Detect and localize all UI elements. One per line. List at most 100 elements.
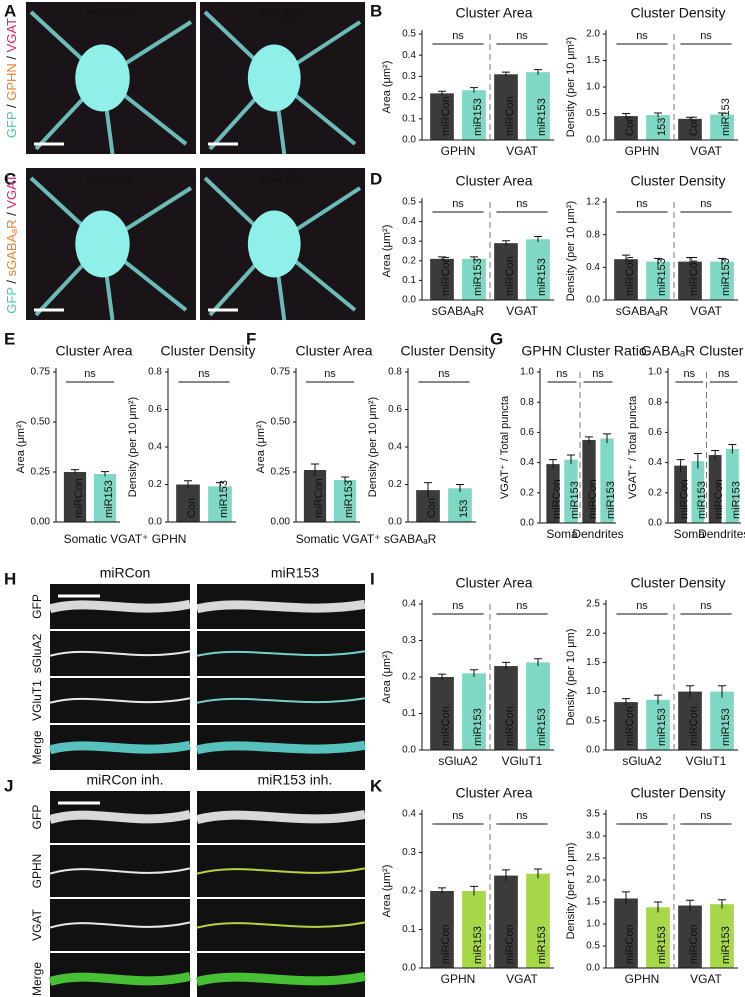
- y-tick-label: 0.4: [402, 599, 416, 610]
- chart-title: Cluster Density: [631, 5, 726, 21]
- y-tick-label: 0.8: [520, 397, 534, 408]
- y-tick-label: 0.5: [402, 197, 416, 208]
- group-label: VGluT1: [686, 754, 727, 768]
- bar-label: miRCon: [587, 479, 599, 519]
- bar-label: miR153: [103, 480, 115, 518]
- error-bar: [470, 256, 478, 261]
- dendrite: [195, 971, 366, 986]
- error-bar: [534, 235, 542, 242]
- error-bar: [216, 482, 224, 491]
- bar-label: 153: [656, 118, 668, 136]
- group-label: GPHN: [441, 972, 476, 986]
- y-tick-label: 0.0: [388, 517, 402, 528]
- bar: [546, 464, 560, 523]
- chart-title: Cluster Density: [631, 575, 726, 591]
- y-tick-label: 2.5: [586, 853, 600, 864]
- bar-label: miR153: [536, 708, 548, 746]
- dendrite: [49, 650, 191, 657]
- bar-label: miRCon: [679, 479, 691, 519]
- error-bar: [585, 436, 593, 443]
- bar: [710, 691, 734, 750]
- y-tick-label: 0.0: [586, 135, 600, 146]
- y-tick-label: 0.75: [271, 367, 291, 378]
- bar: [430, 677, 454, 750]
- y-axis-label: Density (per 10 μm²): [127, 397, 139, 497]
- y-axis-label: Area (μm²): [381, 865, 393, 918]
- bar: [691, 461, 705, 523]
- bar-label: miRCon: [624, 924, 636, 964]
- group-label: GPHN: [441, 144, 476, 158]
- channel-separator: /: [4, 276, 19, 287]
- error-bar: [654, 901, 662, 913]
- bar: [416, 490, 440, 522]
- significance: ns: [438, 368, 450, 380]
- bar: [526, 873, 550, 968]
- bar-label: miRCon: [440, 96, 452, 136]
- significance: ns: [452, 198, 464, 210]
- bar-label: Con: [688, 116, 700, 136]
- bar: [430, 258, 454, 300]
- bar: [333, 480, 357, 522]
- bar-label: miRCon: [504, 706, 516, 746]
- bar-label: miRCon: [624, 706, 636, 746]
- bar-label: miR153: [472, 708, 484, 746]
- bar: [678, 118, 702, 140]
- footer-label: Somatic VGAT⁺ GPHN: [64, 532, 187, 546]
- group-label: VGluT1: [502, 754, 543, 768]
- chart-title: Cluster Density: [631, 173, 726, 189]
- bar: [494, 875, 518, 968]
- y-tick-label: 0.4: [648, 457, 662, 468]
- chart-title: Cluster Area: [455, 575, 532, 591]
- group-label: Soma: [674, 527, 706, 541]
- error-bar: [549, 459, 557, 469]
- significance: ns: [700, 198, 712, 210]
- panel-letter: A: [4, 1, 16, 20]
- group-label: VGAT: [690, 144, 722, 158]
- y-tick-label: 3.5: [586, 809, 600, 820]
- bar: [63, 472, 87, 522]
- image-title: miRCon inh.: [86, 772, 163, 788]
- bar: [494, 243, 518, 300]
- y-tick-label: 0.6: [388, 404, 402, 415]
- chart-title: Cluster Area: [295, 343, 372, 359]
- bar: [678, 261, 702, 300]
- error-bar: [567, 454, 575, 465]
- image-title: miR153 inh.: [258, 772, 333, 788]
- y-axis-label: Density (per 10 μm): [565, 843, 577, 940]
- y-tick-label: 1.2: [586, 197, 600, 208]
- y-axis-label: Density (per 10 μm²): [565, 201, 577, 301]
- bar: [582, 439, 596, 523]
- bar-label: miRCon: [688, 924, 700, 964]
- error-bar: [686, 899, 694, 911]
- significance: ns: [700, 810, 712, 822]
- row-label: Merge: [30, 730, 44, 764]
- channel-separator: /: [4, 209, 19, 220]
- significance: ns: [700, 30, 712, 42]
- significance: ns: [516, 600, 528, 612]
- channel-name: sGABAₐR: [4, 220, 19, 277]
- y-axis-label: Density (per 10 μm²): [565, 37, 577, 137]
- error-bar: [502, 240, 510, 246]
- error-bar: [502, 869, 510, 882]
- group-label: Dendrites: [572, 527, 623, 541]
- y-axis-label: Density (per 10 μm): [565, 629, 577, 726]
- neuron-soma: [247, 44, 301, 112]
- bar-label: Con: [426, 498, 438, 518]
- significance: ns: [452, 600, 464, 612]
- group-label: sGluA2: [438, 754, 478, 768]
- bar-label: miR153: [536, 98, 548, 136]
- bar: [725, 449, 739, 523]
- bar-label: miR153: [656, 708, 668, 746]
- bar-label: miRCon: [313, 478, 325, 518]
- y-tick-label: 0.75: [31, 367, 51, 378]
- y-tick-label: 0.8: [648, 397, 662, 408]
- y-tick-label: 1.0: [586, 82, 600, 93]
- bar-label: miR153: [536, 258, 548, 296]
- y-axis-label: VGAT⁺ / Total puncta: [627, 395, 639, 499]
- bar-label: miRCon: [713, 479, 725, 519]
- image-title: miRCon: [100, 565, 151, 581]
- y-tick-label: 0.0: [402, 745, 416, 756]
- significance: ns: [452, 30, 464, 42]
- significance: ns: [700, 600, 712, 612]
- y-tick-label: 0.1: [402, 113, 416, 124]
